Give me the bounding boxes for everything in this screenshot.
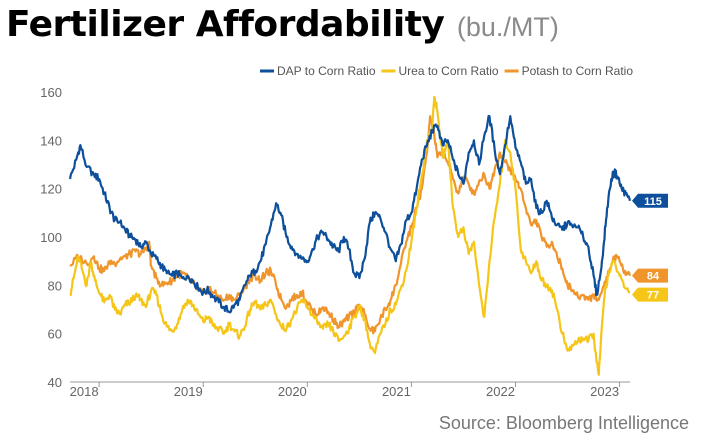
source-note: Source: Bloomberg Intelligence	[438, 413, 689, 433]
y-tick-label: 140	[40, 133, 62, 148]
legend-item-dap: DAP to Corn Ratio	[260, 64, 376, 78]
chart-title: Fertilizer Affordability	[6, 4, 445, 45]
chart-title-block: Fertilizer Affordability (bu./MT)	[6, 4, 559, 45]
end-label-tag-urea	[632, 287, 668, 302]
x-tick-label: 2019	[174, 384, 203, 399]
end-label-tag-dap	[632, 193, 668, 208]
y-tick-label: 60	[48, 327, 62, 342]
series-lines	[68, 95, 632, 376]
x-tick-label: 2020	[278, 384, 307, 399]
x-tick-label: 2023	[590, 384, 619, 399]
x-axis: 2018 2019 2020 2021 2022 2023	[70, 381, 630, 399]
legend-item-urea: Urea to Corn Ratio	[381, 64, 499, 78]
x-tick-label: 2018	[70, 384, 99, 399]
y-tick-label: 80	[48, 278, 62, 293]
series-line-urea	[69, 95, 631, 376]
end-label-urea: 77	[647, 290, 659, 302]
x-tick-label: 2022	[486, 384, 515, 399]
series-line-dap	[68, 114, 632, 314]
legend: DAP to Corn Ratio Urea to Corn Ratio Potas…	[260, 64, 633, 78]
y-axis: 40 60 80 100 120 140 160	[40, 85, 62, 390]
legend-item-potash: Potash to Corn Ratio	[504, 64, 634, 78]
legend-label: Potash to Corn Ratio	[522, 64, 634, 78]
end-label-dap: 115	[644, 196, 662, 208]
legend-label: DAP to Corn Ratio	[277, 64, 376, 78]
end-label-tag-potash	[632, 268, 668, 283]
end-label-potash: 84	[647, 271, 660, 283]
chart-subtitle: (bu./MT)	[456, 12, 559, 42]
end-value-labels: 115 77 84	[632, 193, 668, 302]
x-tick-label: 2021	[382, 384, 411, 399]
y-tick-label: 120	[40, 182, 62, 197]
series-line-potash	[69, 115, 632, 335]
y-tick-label: 40	[48, 375, 62, 390]
y-tick-label: 160	[40, 85, 62, 100]
legend-label: Urea to Corn Ratio	[399, 64, 499, 78]
y-tick-label: 100	[40, 230, 62, 245]
